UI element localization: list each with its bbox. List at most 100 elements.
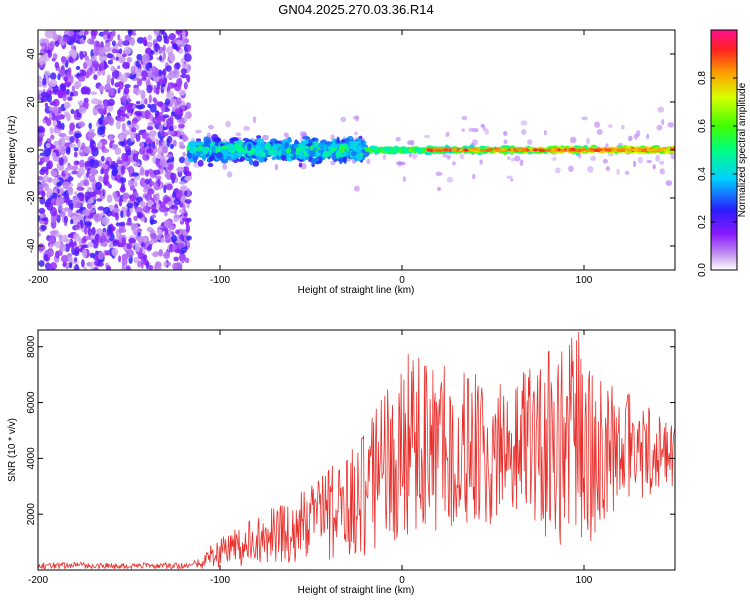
heatmap-noise-cell bbox=[167, 129, 175, 136]
heatmap-noise-cell bbox=[127, 98, 132, 103]
heatmap-noise-cell bbox=[68, 176, 74, 182]
heatmap-noise-cell bbox=[126, 202, 134, 209]
heatmap-noise-cell bbox=[143, 237, 147, 243]
heatmap-faint-cell bbox=[652, 164, 656, 170]
heatmap-noise-cell bbox=[111, 168, 117, 177]
heatmap-noise-cell bbox=[146, 84, 153, 94]
heatmap-noise-cell bbox=[87, 227, 92, 237]
heatmap-noise-cell bbox=[119, 74, 128, 83]
heatmap-noise-cell bbox=[170, 98, 178, 104]
heatmap-noise-cell bbox=[52, 98, 60, 107]
heatmap-noise-cell bbox=[116, 159, 122, 164]
heatmap-noise-cell bbox=[156, 34, 163, 42]
heatmap-noise-cell bbox=[142, 36, 147, 47]
heatmap-peak-cell bbox=[480, 148, 486, 152]
heatmap-noise-cell bbox=[63, 81, 72, 87]
heatmap-noise-cell bbox=[153, 30, 160, 34]
heatmap-noise-cell bbox=[184, 257, 190, 264]
heatmap-band-cell bbox=[264, 142, 272, 151]
heatmap-noise-cell bbox=[163, 260, 168, 268]
heatmap-noise-cell bbox=[166, 154, 173, 158]
heatmap-noise-cell bbox=[98, 175, 103, 182]
heatmap-noise-cell bbox=[133, 162, 141, 167]
spectrogram-plot-area bbox=[38, 30, 675, 270]
heatmap-band-cell bbox=[300, 140, 308, 145]
heatmap-noise-cell bbox=[38, 243, 46, 252]
heatmap-noise-cell bbox=[160, 131, 169, 137]
heatmap-faint-cell bbox=[596, 129, 603, 135]
heatmap-noise-cell bbox=[97, 141, 103, 148]
y-tick-label: 40 bbox=[26, 48, 37, 60]
heatmap-faint-cell bbox=[587, 166, 594, 173]
heatmap-noise-cell bbox=[112, 191, 117, 199]
heatmap-noise-cell bbox=[128, 30, 133, 37]
heatmap-peak-cell bbox=[442, 148, 449, 152]
heatmap-noise-cell bbox=[79, 152, 86, 157]
heatmap-noise-cell bbox=[157, 178, 161, 187]
heatmap-band-cell bbox=[202, 154, 207, 161]
heatmap-peak-cell bbox=[611, 148, 616, 152]
heatmap-noise-cell bbox=[152, 116, 156, 124]
heatmap-noise-cell bbox=[149, 103, 157, 113]
heatmap-noise-cell bbox=[47, 42, 55, 51]
heatmap-band-cell bbox=[302, 136, 310, 140]
heatmap-noise-cell bbox=[44, 116, 48, 121]
heatmap-noise-cell bbox=[68, 188, 74, 196]
heatmap-faint-cell bbox=[382, 154, 387, 160]
heatmap-noise-cell bbox=[73, 30, 81, 33]
heatmap-band-cell bbox=[213, 137, 222, 143]
heatmap-band-cell bbox=[204, 138, 211, 146]
heatmap-noise-cell bbox=[68, 30, 74, 37]
heatmap-line-cell bbox=[411, 147, 416, 151]
heatmap-noise-cell bbox=[57, 196, 65, 205]
heatmap-noise-cell bbox=[142, 153, 150, 161]
heatmap-noise-cell bbox=[165, 65, 172, 72]
heatmap-noise-cell bbox=[124, 34, 132, 42]
heatmap-noise-cell bbox=[77, 166, 85, 176]
heatmap-noise-cell bbox=[121, 265, 127, 270]
heatmap-noise-cell bbox=[73, 160, 80, 166]
x-tick-label: -200 bbox=[28, 575, 48, 586]
heatmap-band-cell bbox=[312, 141, 320, 148]
heatmap-noise-cell bbox=[128, 237, 136, 244]
heatmap-noise-cell bbox=[157, 101, 164, 108]
heatmap-noise-cell bbox=[106, 53, 114, 59]
heatmap-faint-cell bbox=[510, 178, 514, 182]
heatmap-noise-cell bbox=[96, 198, 103, 202]
heatmap-faint-cell bbox=[471, 173, 476, 180]
heatmap-band-cell bbox=[195, 141, 204, 146]
heatmap-noise-cell bbox=[167, 170, 171, 176]
heatmap-noise-cell bbox=[86, 59, 93, 68]
heatmap-noise-cell bbox=[53, 33, 59, 42]
heatmap-noise-cell bbox=[136, 78, 143, 86]
heatmap-noise-cell bbox=[45, 117, 52, 127]
heatmap-faint-cell bbox=[659, 160, 665, 165]
heatmap-noise-cell bbox=[171, 238, 175, 243]
heatmap-noise-cell bbox=[124, 84, 131, 89]
heatmap-noise-cell bbox=[91, 226, 96, 236]
heatmap-noise-cell bbox=[80, 87, 87, 95]
heatmap-noise-cell bbox=[82, 100, 89, 110]
heatmap-noise-cell bbox=[140, 166, 145, 176]
heatmap-noise-cell bbox=[61, 122, 65, 131]
heatmap-noise-cell bbox=[109, 91, 115, 97]
heatmap-faint-cell bbox=[608, 124, 613, 128]
heatmap-noise-cell bbox=[184, 53, 192, 62]
heatmap-faint-cell bbox=[411, 152, 418, 160]
x-tick-label: 100 bbox=[576, 575, 593, 586]
heatmap-noise-cell bbox=[127, 120, 131, 125]
heatmap-noise-cell bbox=[57, 89, 63, 99]
heatmap-noise-cell bbox=[98, 85, 105, 92]
heatmap-noise-cell bbox=[170, 172, 177, 180]
heatmap-noise-cell bbox=[96, 103, 101, 110]
heatmap-band-cell bbox=[231, 137, 239, 142]
heatmap-band-cell bbox=[240, 156, 246, 162]
heatmap-noise-cell bbox=[135, 124, 140, 131]
heatmap-noise-cell bbox=[130, 65, 136, 76]
heatmap-noise-cell bbox=[175, 190, 183, 199]
heatmap-noise-cell bbox=[69, 92, 75, 97]
heatmap-noise-cell bbox=[118, 197, 123, 207]
heatmap-band-cell bbox=[243, 147, 248, 153]
heatmap-noise-cell bbox=[63, 142, 71, 148]
heatmap-noise-cell bbox=[141, 76, 147, 81]
